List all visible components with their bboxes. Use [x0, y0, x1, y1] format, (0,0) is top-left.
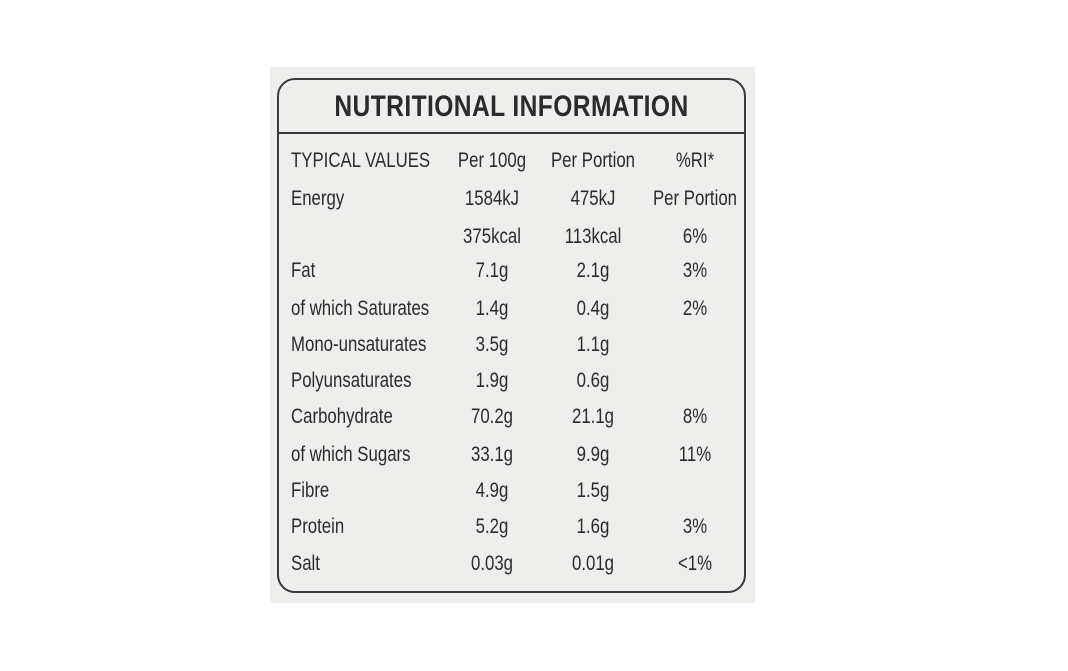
row-label: Fibre	[291, 479, 330, 502]
table-cell: 4.9g	[475, 479, 509, 502]
label-frame: NUTRITIONAL INFORMATION	[277, 78, 746, 593]
table-cell: 1.4g	[475, 297, 509, 320]
row-label: of which Saturates	[291, 297, 430, 320]
table-cell: 375kcal	[463, 225, 521, 248]
table-cell: 9.9g	[576, 443, 610, 466]
table-cell: 7.1g	[475, 259, 509, 282]
table-cell: 21.1g	[571, 405, 615, 428]
row-label: Mono-unsaturates	[291, 333, 427, 356]
table-cell: 3%	[682, 259, 708, 282]
label-title: NUTRITIONAL INFORMATION	[334, 90, 689, 123]
table-cell: 1.6g	[576, 515, 610, 538]
column-header: Per 100g	[457, 149, 527, 172]
table-cell: Per Portion	[652, 187, 738, 210]
table-cell: <1%	[677, 552, 713, 575]
table-cell: 6%	[682, 225, 708, 248]
row-label: of which Sugars	[291, 443, 411, 466]
table-cell: 3%	[682, 515, 708, 538]
title-divider	[279, 132, 744, 134]
row-label: Polyunsaturates	[291, 369, 412, 392]
label-background	[270, 67, 755, 603]
table-cell: 3.5g	[475, 333, 509, 356]
table-cell: 0.6g	[576, 369, 610, 392]
table-cell: 2%	[682, 297, 708, 320]
table-cell: 2.1g	[576, 259, 610, 282]
column-header: Per Portion	[550, 149, 636, 172]
row-label: Carbohydrate	[291, 405, 393, 428]
table-cell: 1.9g	[475, 369, 509, 392]
table-cell: 0.01g	[571, 552, 615, 575]
table-cell: 0.4g	[576, 297, 610, 320]
table-cell: 8%	[682, 405, 708, 428]
table-cell: 5.2g	[475, 515, 509, 538]
table-cell: 11%	[678, 443, 712, 466]
column-header: %RI*	[675, 149, 715, 172]
column-header: TYPICAL VALUES	[291, 149, 431, 172]
table-cell: 0.03g	[470, 552, 514, 575]
table-cell: 33.1g	[470, 443, 514, 466]
table-cell: 1.5g	[576, 479, 610, 502]
row-label: Salt	[291, 552, 320, 575]
row-label: Fat	[291, 259, 316, 282]
row-label: Energy	[291, 187, 345, 210]
table-cell: 70.2g	[470, 405, 514, 428]
table-cell: 1584kJ	[464, 187, 520, 210]
row-label: Protein	[291, 515, 345, 538]
table-cell: 113kcal	[564, 225, 622, 248]
table-cell: 475kJ	[570, 187, 616, 210]
table-cell: 1.1g	[576, 333, 610, 356]
